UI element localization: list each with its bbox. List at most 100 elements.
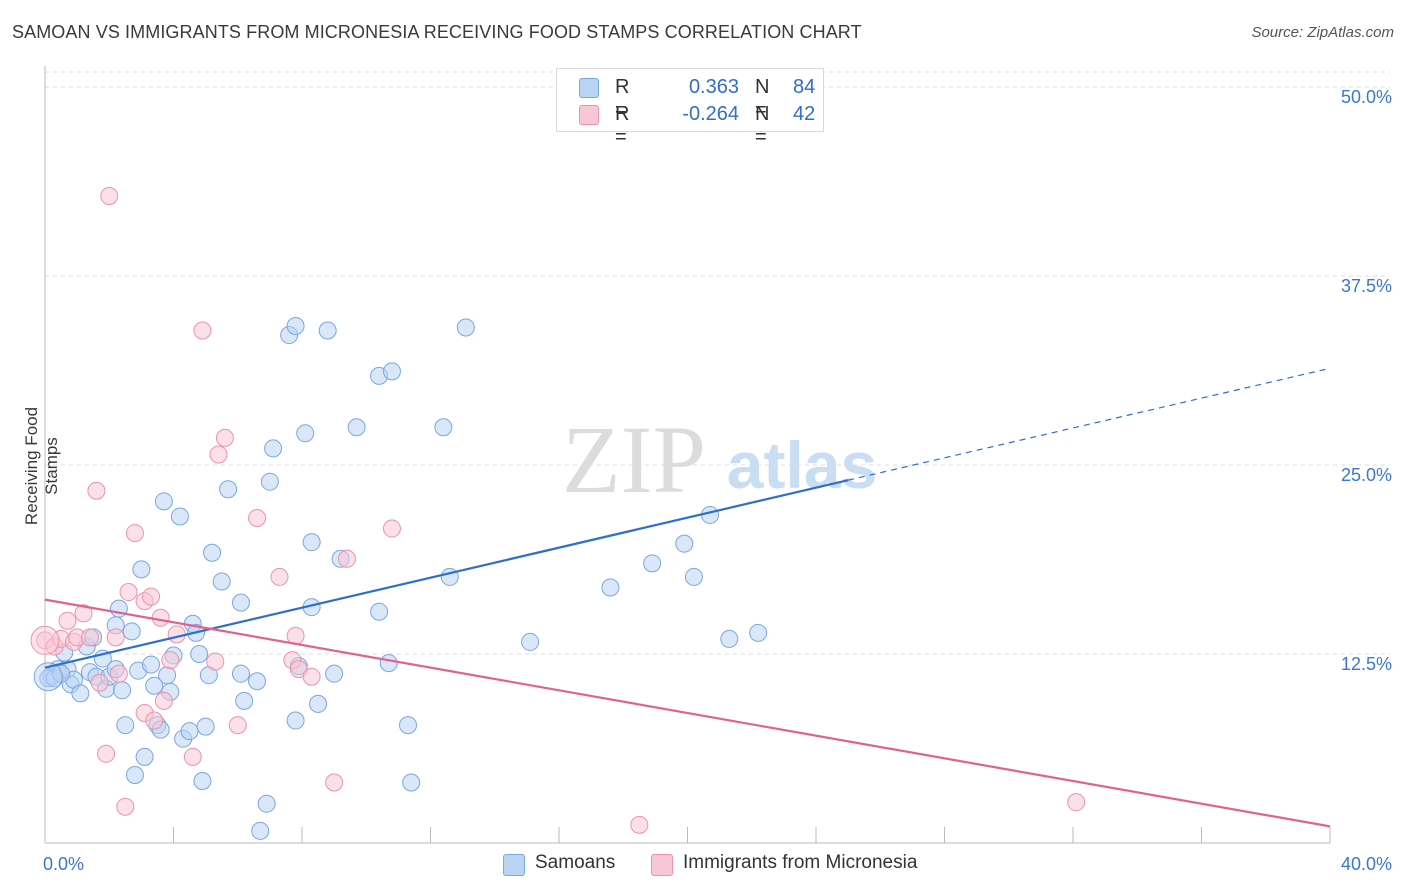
point-micronesia <box>97 744 116 763</box>
point-samoans <box>71 684 90 703</box>
point-micronesia <box>100 186 119 205</box>
point-micronesia <box>325 773 344 792</box>
trend-line-samoans <box>44 479 849 669</box>
legend-swatch-micronesia <box>579 105 599 125</box>
trend-line-samoans-extension <box>847 367 1331 481</box>
point-samoans <box>158 666 177 685</box>
point-micronesia <box>142 587 161 606</box>
point-samoans <box>347 418 366 437</box>
point-samoans <box>379 654 398 673</box>
point-samoans <box>675 534 694 553</box>
point-samoans <box>257 794 276 813</box>
point-samoans <box>135 747 154 766</box>
point-samoans <box>434 418 453 437</box>
point-micronesia <box>302 667 321 686</box>
point-micronesia <box>80 628 99 647</box>
watermark-zip: ZIP <box>562 406 706 513</box>
point-micronesia <box>248 508 267 527</box>
point-micronesia <box>58 611 77 630</box>
point-micronesia <box>382 519 401 538</box>
point-micronesia <box>116 797 135 816</box>
point-samoans <box>700 505 719 524</box>
point-samoans <box>382 362 401 381</box>
point-samoans <box>33 662 63 692</box>
point-micronesia <box>119 583 138 602</box>
point-micronesia <box>145 711 164 730</box>
point-samoans <box>219 480 238 499</box>
watermark: ZIP atlas <box>562 406 877 513</box>
point-samoans <box>203 543 222 562</box>
point-samoans <box>264 439 283 458</box>
point-samoans <box>720 629 739 648</box>
legend-n-label: N = <box>755 76 770 121</box>
point-samoans <box>154 492 173 511</box>
point-samoans <box>684 567 703 586</box>
point-samoans <box>180 722 199 741</box>
x-tick-label: 40.0% <box>1341 854 1392 874</box>
point-micronesia <box>161 651 180 670</box>
legend-swatch-samoans <box>579 78 599 98</box>
point-micronesia <box>87 481 106 500</box>
point-samoans <box>116 716 135 735</box>
axes-layer <box>44 66 1331 844</box>
point-micronesia <box>30 625 60 655</box>
legend-swatch-micronesia <box>651 854 673 876</box>
point-samoans <box>296 424 315 443</box>
point-micronesia <box>193 321 212 340</box>
point-samoans <box>260 472 279 491</box>
legend-n-value: 84 <box>793 76 816 98</box>
point-micronesia <box>183 747 202 766</box>
point-samoans <box>286 316 305 335</box>
trend-line-micronesia <box>44 598 1331 828</box>
points-layer <box>30 186 1086 840</box>
legend-label-micronesia: Immigrants from Micronesia <box>683 852 918 873</box>
legend-r-value: -0.264 <box>682 103 739 125</box>
point-micronesia <box>74 604 93 623</box>
point-samoans <box>309 694 328 713</box>
point-samoans <box>302 533 321 552</box>
point-samoans <box>248 672 267 691</box>
point-samoans <box>521 632 540 651</box>
legend-r-label: R = <box>615 76 630 121</box>
point-samoans <box>235 691 254 710</box>
point-micronesia <box>337 549 356 568</box>
point-samoans <box>318 321 337 340</box>
y-axis-title: Receiving Food Stamps <box>22 406 61 526</box>
y-tick-label: 25.0% <box>1341 465 1392 485</box>
point-samoans <box>196 717 215 736</box>
y-tick-label: 37.5% <box>1341 276 1392 296</box>
point-samoans <box>231 664 250 683</box>
point-samoans <box>325 664 344 683</box>
point-samoans <box>113 681 132 700</box>
point-micronesia <box>90 673 109 692</box>
correlation-legend: R = 0.363 N = 84 R = -0.264 N = 42 <box>556 68 824 148</box>
y-tick-label: 50.0% <box>1341 87 1392 107</box>
legend-r-label: R = <box>615 103 630 148</box>
point-samoans <box>231 593 250 612</box>
x-tick-label: 0.0% <box>43 854 84 874</box>
point-micronesia <box>109 664 128 683</box>
legend-label-samoans: Samoans <box>535 852 616 873</box>
legend-r-value: 0.363 <box>688 76 739 98</box>
source-label: Source: ZipAtlas.com <box>1251 24 1394 41</box>
point-samoans <box>601 578 620 597</box>
point-samoans <box>286 711 305 730</box>
point-samoans <box>170 507 189 526</box>
point-micronesia <box>125 524 144 543</box>
point-samoans <box>132 560 151 579</box>
legend-n-value: 42 <box>793 103 816 125</box>
point-micronesia <box>106 628 125 647</box>
legend-n-label: N = <box>755 103 770 148</box>
point-samoans <box>142 655 161 674</box>
point-micronesia <box>630 815 649 834</box>
grid-layer <box>45 71 1390 655</box>
point-samoans <box>212 572 231 591</box>
point-micronesia <box>270 567 289 586</box>
point-micronesia <box>209 445 228 464</box>
point-micronesia <box>151 608 170 627</box>
point-micronesia <box>154 691 173 710</box>
labels-layer: 12.5% 25.0% 37.5% 50.0% 0.0% 40.0% <box>43 87 1392 874</box>
point-samoans <box>145 676 164 695</box>
point-samoans <box>402 773 421 792</box>
